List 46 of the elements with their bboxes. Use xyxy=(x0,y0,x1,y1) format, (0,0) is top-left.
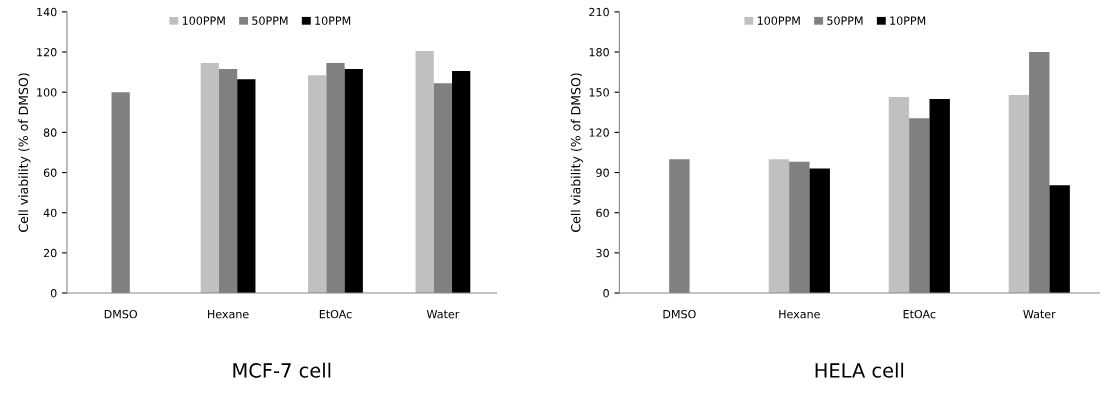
bar xyxy=(1008,94,1030,294)
y-tick-label: 140 xyxy=(37,7,57,17)
bar xyxy=(237,79,256,294)
y-axis-title: Cell viability (% of DMSO) xyxy=(18,73,31,232)
text: MCF-7 cell xyxy=(233,362,331,378)
y-tick-label: 20 xyxy=(43,248,57,258)
y-tick-label: 180 xyxy=(589,48,609,57)
x-tick-label: Hexane xyxy=(208,310,249,319)
x-tick-label: Water xyxy=(1023,310,1056,319)
y-axis-title: Cell viability (% of DMSO) xyxy=(570,73,583,232)
legend-label: 10PPM xyxy=(315,16,351,25)
y-tick-label: 60 xyxy=(43,168,57,177)
y-tick-label: 40 xyxy=(43,208,57,218)
y-tick-label: 100 xyxy=(37,88,57,97)
bar xyxy=(308,75,327,294)
y-tick-label: 90 xyxy=(596,168,609,177)
x-tick-label: EtOAc xyxy=(903,309,936,319)
x-tick-label: Hexane xyxy=(779,310,820,319)
bar xyxy=(1049,185,1070,294)
x-tick-label: DMSO xyxy=(104,309,138,319)
bar xyxy=(415,51,434,294)
x-tick-label: EtOAc xyxy=(319,309,352,319)
y-tick-label: 80 xyxy=(43,128,57,137)
legend-label: 100PPM xyxy=(757,16,800,25)
y-tick-label: 60 xyxy=(596,208,609,218)
y-tick-label: 120 xyxy=(37,48,57,57)
y-tick-label: 210 xyxy=(589,7,609,17)
y-tick-label: 0 xyxy=(50,289,57,298)
y-tick-label: 150 xyxy=(589,88,609,97)
bar xyxy=(809,168,830,294)
legend-label: 100PPM xyxy=(182,16,225,25)
legend-label: 10PPM xyxy=(890,16,926,25)
bar xyxy=(344,69,363,294)
bar xyxy=(200,63,219,294)
legend-label: 50PPM xyxy=(252,16,288,25)
x-tick-label: Water xyxy=(426,310,460,319)
y-tick-label: 30 xyxy=(596,248,609,258)
legend-label: 50PPM xyxy=(827,16,863,25)
bar xyxy=(929,98,950,294)
y-tick-label: 0 xyxy=(603,289,609,298)
text: HELA cell xyxy=(815,362,904,378)
bar xyxy=(768,159,790,294)
bar xyxy=(888,96,910,294)
bar xyxy=(452,71,471,294)
y-tick-label: 120 xyxy=(589,128,609,137)
x-tick-label: DMSO xyxy=(663,309,696,319)
